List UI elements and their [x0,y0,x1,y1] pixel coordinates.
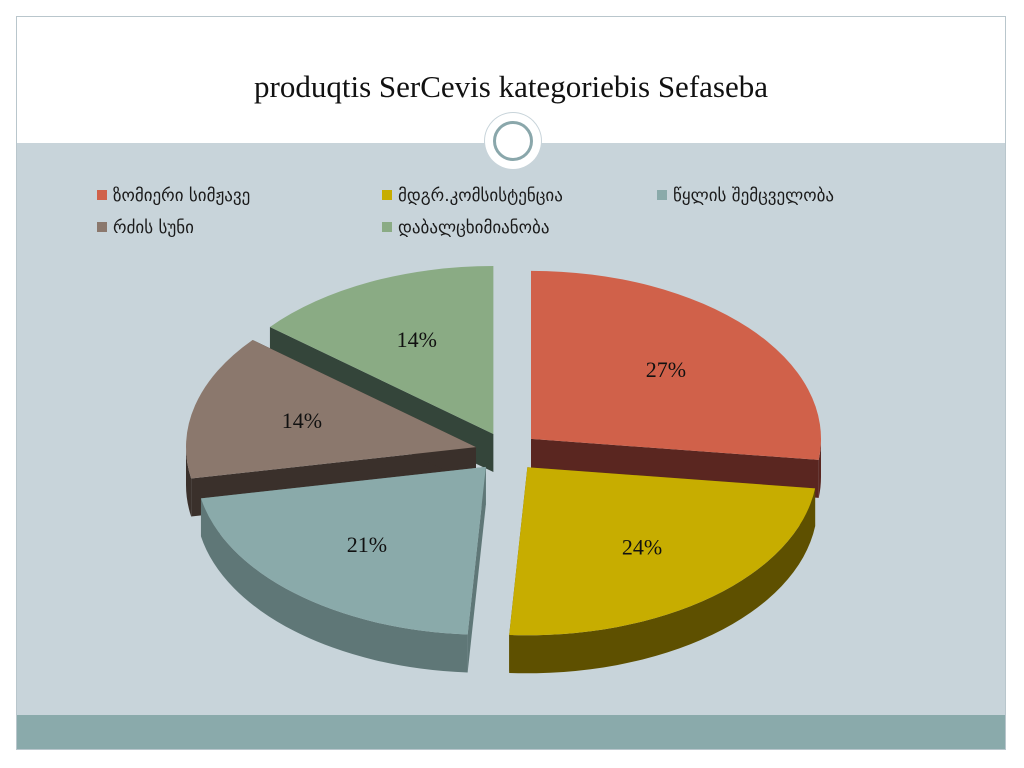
pie-data-label: 24% [622,535,662,560]
legend-item: მდგრ.კომსისტენცია [382,185,563,207]
legend-swatch-icon [382,222,392,232]
legend-swatch-icon [97,190,107,200]
legend-item: წყლის შემცველობა [657,185,834,207]
legend-label: წყლის შემცველობა [673,186,835,206]
pie-data-label: 14% [282,408,322,433]
legend-label: მდგრ.კომსისტენცია [398,186,563,206]
legend-item: ზომიერი სიმჟავე [97,185,250,207]
pie-slice [200,466,486,673]
legend-item: დაბალცხიმიანობა [382,217,549,239]
legend-label: რძის სუნი [113,218,194,238]
footer-band [17,715,1005,749]
pie-slice-edge [818,438,822,498]
legend-label: დაბალცხიმიანობა [398,218,550,238]
slide: produqtis SerCevis kategoriebis Sefaseba… [16,16,1006,750]
pie-data-label: 14% [397,327,437,352]
pie-data-label: 21% [347,532,387,557]
slide-title: produqtis SerCevis kategoriebis Sefaseba [254,69,768,104]
pie-slice-wall [531,438,819,498]
circle-ornament-inner [493,121,533,161]
pie-data-label: 27% [646,357,686,382]
legend-swatch-icon [657,190,667,200]
pie-slice-edge [200,498,468,673]
pie-slice-top [531,270,822,460]
pie-slice-top [186,339,477,479]
pie-slice-wall [467,466,486,673]
pie-slice [509,467,816,674]
pie-slice-top [200,466,486,635]
legend-swatch-icon [97,222,107,232]
legend-label: ზომიერი სიმჟავე [113,186,251,206]
pie-slice-edge [186,447,192,517]
pie-slice-top [269,266,494,435]
pie-slice-edge [509,488,816,674]
legend-swatch-icon [382,190,392,200]
pie-slice-top [509,467,816,636]
pie-chart: 27% 24% 21% 14% 14% [186,266,822,674]
circle-ornament-icon [485,113,541,169]
legend-item: რძის სუნი [97,217,194,239]
pie-slice [531,270,822,498]
